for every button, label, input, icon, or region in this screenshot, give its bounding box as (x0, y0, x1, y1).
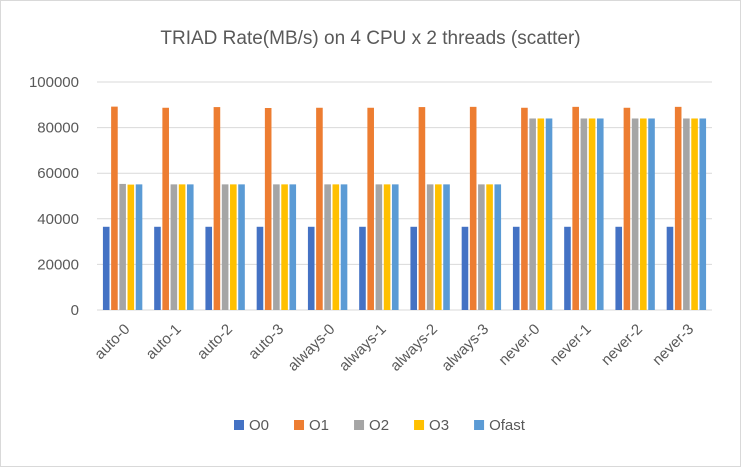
bar-o1-always-2 (418, 107, 426, 310)
bar-ofast-always-1 (391, 184, 399, 310)
legend-swatch-o3 (414, 420, 425, 430)
bar-o2-never-3 (683, 118, 690, 310)
bar-ofast-auto-3 (289, 184, 297, 310)
bar-ofast-never-0 (545, 118, 553, 310)
bar-o0-auto-2 (205, 226, 213, 310)
legend-swatch-ofast (474, 420, 485, 430)
bar-o2-always-2 (426, 184, 434, 310)
bar-o0-auto-3 (256, 226, 264, 310)
bar-o3-always-1 (383, 184, 391, 310)
bar-o1-always-3 (469, 106, 477, 311)
bar-o3-never-3 (691, 118, 698, 310)
y-tick-label: 100000 (29, 74, 79, 91)
legend-swatch-o0 (234, 420, 244, 430)
bar-o3-always-2 (435, 184, 442, 310)
legend-label-o0: O0 (249, 417, 269, 434)
bar-ofast-auto-0 (135, 184, 143, 310)
bar-ofast-always-3 (494, 184, 502, 310)
y-tick-label: 40000 (37, 211, 79, 228)
bar-o2-auto-1 (170, 184, 178, 310)
bar-ofast-auto-1 (186, 184, 194, 310)
x-axis: auto-0 auto-1 auto-2 auto-3always-0always-1… (91, 321, 697, 375)
bar-o3-never-1 (588, 118, 596, 310)
legend-label-o2: O2 (369, 417, 389, 434)
bar-ofast-never-3 (699, 118, 707, 310)
bar-o2-always-0 (324, 184, 331, 310)
gridlines (97, 81, 712, 311)
bars (102, 106, 707, 311)
chart-title: TRIAD Rate(MB/s) on 4 CPU x 2 threads (s… (160, 28, 581, 49)
bar-o3-never-0 (537, 118, 545, 310)
bar-o2-auto-2 (221, 184, 229, 310)
bar-o3-always-3 (486, 184, 493, 310)
bar-o0-auto-1 (154, 226, 161, 310)
x-tick-label: auto-1 (143, 321, 185, 363)
bar-ofast-always-2 (443, 184, 450, 310)
bar-o0-never-0 (512, 226, 520, 310)
bar-o2-auto-0 (119, 183, 126, 310)
bar-o0-auto-0 (102, 226, 110, 310)
bar-o1-auto-0 (111, 106, 118, 311)
bar-o1-always-1 (367, 107, 374, 310)
bar-o1-never-3 (674, 106, 682, 311)
legend-label-o3: O3 (429, 417, 449, 434)
bar-ofast-never-1 (596, 118, 604, 310)
legend-swatch-o1 (294, 420, 305, 430)
legend-label-ofast: Ofast (489, 417, 526, 434)
y-tick-label: 80000 (37, 120, 79, 137)
y-axis: 0 20000 40000 60000 80000 100000 (29, 74, 79, 319)
x-tick-label: auto-3 (245, 321, 287, 363)
bar-o0-always-1 (359, 226, 366, 310)
bar-o2-never-0 (529, 118, 536, 310)
bar-o3-auto-3 (281, 184, 288, 310)
x-tick-label: never-0 (495, 321, 543, 369)
bar-o3-auto-2 (230, 184, 237, 310)
bar-ofast-auto-2 (238, 184, 245, 310)
bar-o2-always-3 (478, 184, 485, 310)
x-tick-label: never-3 (649, 321, 697, 369)
bar-o2-auto-3 (273, 184, 280, 310)
legend-label-o1: O1 (309, 417, 329, 434)
bar-o1-never-0 (521, 107, 528, 310)
bar-o1-auto-3 (264, 107, 272, 310)
x-tick-label: always-2 (387, 321, 441, 375)
x-tick-label: never-1 (547, 321, 595, 369)
bar-o2-never-1 (580, 118, 588, 310)
x-tick-label: auto-0 (91, 321, 133, 363)
bar-o0-never-1 (564, 226, 571, 310)
x-tick-label: always-3 (438, 321, 492, 375)
bar-o2-always-1 (375, 184, 383, 310)
y-tick-label: 0 (71, 302, 79, 319)
bar-o3-auto-1 (178, 184, 186, 310)
bar-o0-always-2 (410, 226, 418, 310)
bar-o0-never-3 (666, 226, 674, 310)
bar-o1-auto-1 (162, 107, 169, 310)
bar-o1-never-1 (572, 106, 579, 311)
x-tick-label: auto-2 (194, 321, 236, 363)
bar-o1-never-2 (623, 107, 631, 310)
bar-o3-auto-0 (127, 184, 135, 310)
x-tick-label: never-2 (598, 321, 646, 369)
y-tick-label: 60000 (37, 165, 79, 182)
bar-o0-never-2 (615, 226, 623, 310)
legend: O0 O1 O2 O3 Ofast (234, 417, 526, 434)
bar-o3-always-0 (332, 184, 340, 310)
bar-o1-always-0 (316, 107, 323, 310)
x-tick-label: always-0 (285, 321, 339, 375)
bar-ofast-never-2 (648, 118, 655, 310)
bar-o2-never-2 (631, 118, 639, 310)
bar-o3-never-2 (640, 118, 647, 310)
x-tick-label: always-1 (336, 321, 390, 375)
y-tick-label: 20000 (37, 256, 79, 273)
bar-o1-auto-2 (213, 107, 221, 310)
bar-ofast-always-0 (340, 184, 348, 310)
legend-swatch-o2 (354, 420, 365, 430)
bar-o0-always-3 (461, 226, 469, 310)
bar-o0-always-0 (307, 226, 315, 310)
